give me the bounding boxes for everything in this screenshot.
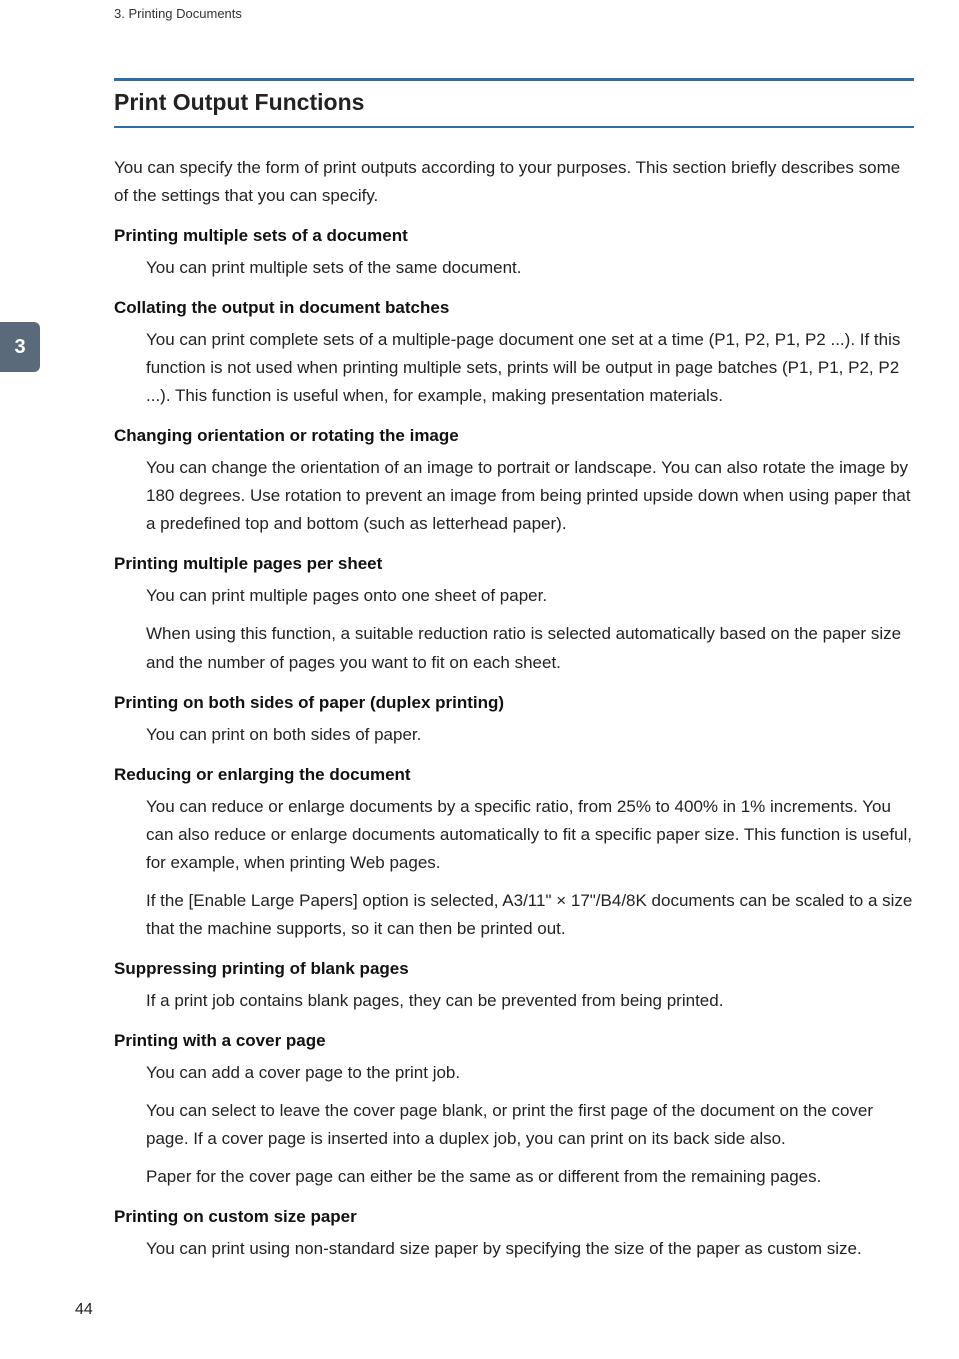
chapter-tab: 3 (0, 322, 40, 372)
sections-container: Printing multiple sets of a document You … (114, 226, 914, 1263)
section-heading: Collating the output in document batches (114, 298, 914, 318)
section-heading: Printing with a cover page (114, 1031, 914, 1051)
intro-paragraph: You can specify the form of print output… (114, 154, 914, 210)
section-paragraph: You can print using non-standard size pa… (146, 1235, 914, 1263)
section-heading: Printing on both sides of paper (duplex … (114, 693, 914, 713)
section-body: You can add a cover page to the print jo… (114, 1059, 914, 1191)
chapter-header: 3. Printing Documents (114, 6, 242, 21)
section-body: You can print multiple pages onto one sh… (114, 582, 914, 676)
section-paragraph: You can print multiple pages onto one sh… (146, 582, 914, 610)
section-paragraph: You can print complete sets of a multipl… (146, 326, 914, 410)
section-heading: Printing multiple pages per sheet (114, 554, 914, 574)
section-paragraph: You can print multiple sets of the same … (146, 254, 914, 282)
section-paragraph: When using this function, a suitable red… (146, 620, 914, 676)
section-paragraph: You can print on both sides of paper. (146, 721, 914, 749)
section-heading: Suppressing printing of blank pages (114, 959, 914, 979)
page-title: Print Output Functions (114, 81, 914, 116)
title-rule-bottom (114, 126, 914, 128)
section-paragraph: You can select to leave the cover page b… (146, 1097, 914, 1153)
section-heading: Reducing or enlarging the document (114, 765, 914, 785)
page-number: 44 (75, 1301, 93, 1319)
section-paragraph: If a print job contains blank pages, the… (146, 987, 914, 1015)
section-body: You can print multiple sets of the same … (114, 254, 914, 282)
section-paragraph: You can add a cover page to the print jo… (146, 1059, 914, 1087)
section-heading: Printing multiple sets of a document (114, 226, 914, 246)
section-heading: Changing orientation or rotating the ima… (114, 426, 914, 446)
section-body: You can change the orientation of an ima… (114, 454, 914, 538)
content-area: Print Output Functions You can specify t… (114, 78, 914, 1273)
section-paragraph: You can change the orientation of an ima… (146, 454, 914, 538)
section-body: If a print job contains blank pages, the… (114, 987, 914, 1015)
section-body: You can print on both sides of paper. (114, 721, 914, 749)
section-paragraph: Paper for the cover page can either be t… (146, 1163, 914, 1191)
section-heading: Printing on custom size paper (114, 1207, 914, 1227)
section-paragraph: If the [Enable Large Papers] option is s… (146, 887, 914, 943)
page: 3. Printing Documents 3 Print Output Fun… (0, 0, 959, 1359)
section-paragraph: You can reduce or enlarge documents by a… (146, 793, 914, 877)
section-body: You can reduce or enlarge documents by a… (114, 793, 914, 943)
section-body: You can print using non-standard size pa… (114, 1235, 914, 1263)
section-body: You can print complete sets of a multipl… (114, 326, 914, 410)
